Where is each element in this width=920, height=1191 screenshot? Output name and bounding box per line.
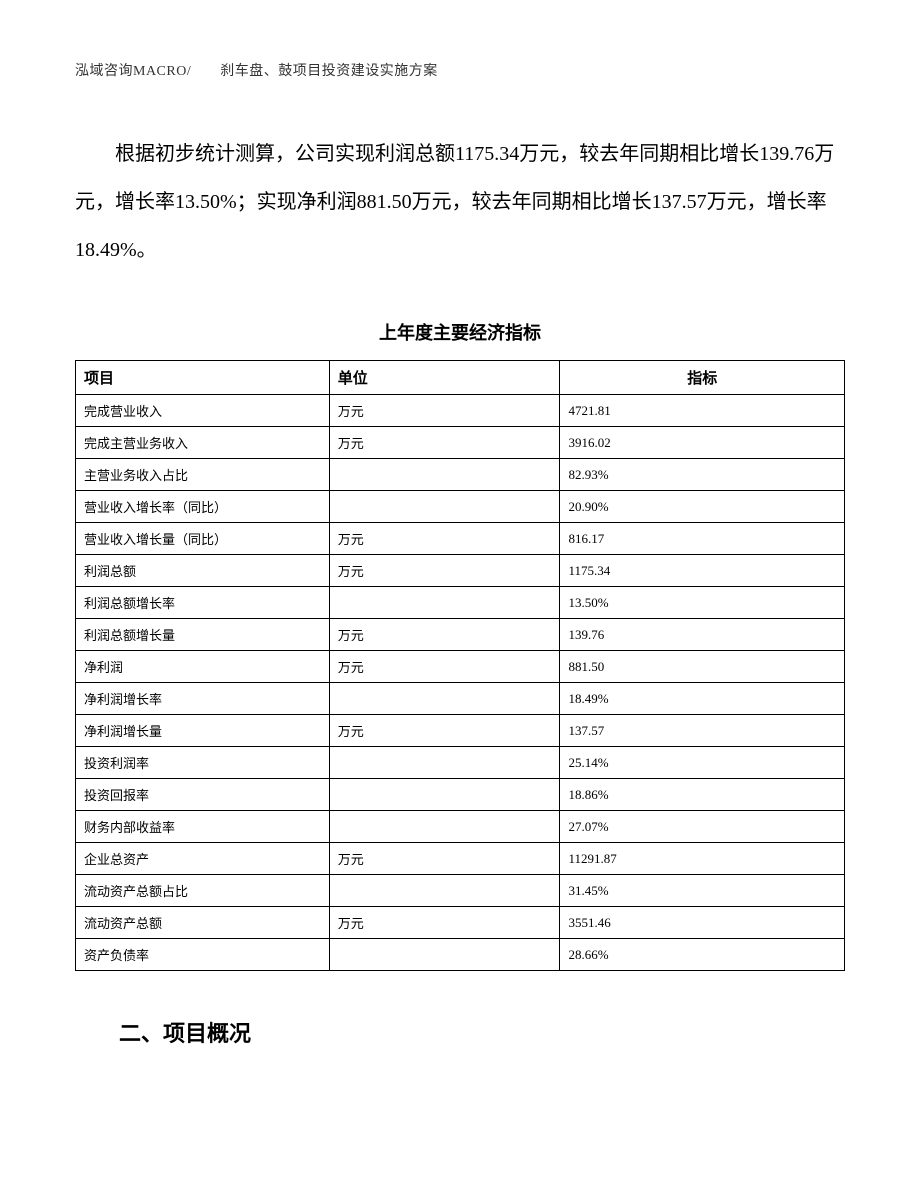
cell-unit: 万元 xyxy=(329,427,560,459)
cell-item: 利润总额增长量 xyxy=(76,619,330,651)
cell-value: 137.57 xyxy=(560,715,845,747)
cell-unit: 万元 xyxy=(329,619,560,651)
cell-value: 4721.81 xyxy=(560,395,845,427)
section-heading: 二、项目概况 xyxy=(75,1016,845,1048)
table-row: 资产负债率 28.66% xyxy=(76,939,845,971)
cell-item: 净利润 xyxy=(76,651,330,683)
cell-unit xyxy=(329,459,560,491)
table-row: 完成营业收入万元4721.81 xyxy=(76,395,845,427)
cell-item: 主营业务收入占比 xyxy=(76,459,330,491)
table-row: 主营业务收入占比 82.93% xyxy=(76,459,845,491)
table-row: 企业总资产万元11291.87 xyxy=(76,843,845,875)
cell-item: 投资回报率 xyxy=(76,779,330,811)
cell-value: 1175.34 xyxy=(560,555,845,587)
cell-item: 净利润增长率 xyxy=(76,683,330,715)
table-row: 投资利润率 25.14% xyxy=(76,747,845,779)
cell-item: 完成营业收入 xyxy=(76,395,330,427)
table-row: 财务内部收益率 27.07% xyxy=(76,811,845,843)
cell-unit: 万元 xyxy=(329,555,560,587)
table-row: 完成主营业务收入万元3916.02 xyxy=(76,427,845,459)
cell-item: 完成主营业务收入 xyxy=(76,427,330,459)
cell-item: 流动资产总额占比 xyxy=(76,875,330,907)
document-header: 泓域咨询MACRO/ 刹车盘、鼓项目投资建设实施方案 xyxy=(75,60,845,80)
cell-unit: 万元 xyxy=(329,715,560,747)
table-header-row: 项目 单位 指标 xyxy=(76,361,845,395)
cell-item: 资产负债率 xyxy=(76,939,330,971)
column-header-unit: 单位 xyxy=(329,361,560,395)
table-row: 营业收入增长量（同比）万元816.17 xyxy=(76,523,845,555)
cell-unit xyxy=(329,875,560,907)
cell-unit: 万元 xyxy=(329,843,560,875)
cell-item: 流动资产总额 xyxy=(76,907,330,939)
cell-value: 18.86% xyxy=(560,779,845,811)
cell-value: 20.90% xyxy=(560,491,845,523)
cell-item: 营业收入增长率（同比） xyxy=(76,491,330,523)
cell-unit xyxy=(329,939,560,971)
table-row: 流动资产总额占比 31.45% xyxy=(76,875,845,907)
cell-value: 18.49% xyxy=(560,683,845,715)
table-title: 上年度主要经济指标 xyxy=(75,319,845,345)
cell-value: 27.07% xyxy=(560,811,845,843)
cell-value: 3916.02 xyxy=(560,427,845,459)
cell-value: 28.66% xyxy=(560,939,845,971)
summary-paragraph: 根据初步统计测算，公司实现利润总额1175.34万元，较去年同期相比增长139.… xyxy=(75,130,845,274)
table-row: 流动资产总额万元3551.46 xyxy=(76,907,845,939)
cell-value: 11291.87 xyxy=(560,843,845,875)
table-row: 净利润增长率 18.49% xyxy=(76,683,845,715)
cell-unit xyxy=(329,811,560,843)
cell-value: 25.14% xyxy=(560,747,845,779)
cell-unit: 万元 xyxy=(329,395,560,427)
cell-item: 投资利润率 xyxy=(76,747,330,779)
cell-item: 利润总额增长率 xyxy=(76,587,330,619)
cell-item: 净利润增长量 xyxy=(76,715,330,747)
cell-item: 企业总资产 xyxy=(76,843,330,875)
cell-item: 利润总额 xyxy=(76,555,330,587)
cell-value: 31.45% xyxy=(560,875,845,907)
cell-item: 财务内部收益率 xyxy=(76,811,330,843)
column-header-item: 项目 xyxy=(76,361,330,395)
table-row: 营业收入增长率（同比） 20.90% xyxy=(76,491,845,523)
cell-value: 82.93% xyxy=(560,459,845,491)
cell-value: 13.50% xyxy=(560,587,845,619)
table-row: 净利润万元881.50 xyxy=(76,651,845,683)
cell-value: 881.50 xyxy=(560,651,845,683)
table-row: 利润总额增长量万元139.76 xyxy=(76,619,845,651)
cell-unit: 万元 xyxy=(329,907,560,939)
cell-value: 139.76 xyxy=(560,619,845,651)
cell-unit xyxy=(329,747,560,779)
cell-unit xyxy=(329,683,560,715)
cell-item: 营业收入增长量（同比） xyxy=(76,523,330,555)
cell-value: 816.17 xyxy=(560,523,845,555)
cell-unit: 万元 xyxy=(329,651,560,683)
cell-unit xyxy=(329,491,560,523)
cell-unit xyxy=(329,779,560,811)
table-row: 净利润增长量万元137.57 xyxy=(76,715,845,747)
economic-indicators-table: 项目 单位 指标 完成营业收入万元4721.81 完成主营业务收入万元3916.… xyxy=(75,360,845,971)
table-row: 投资回报率 18.86% xyxy=(76,779,845,811)
cell-unit: 万元 xyxy=(329,523,560,555)
cell-value: 3551.46 xyxy=(560,907,845,939)
column-header-value: 指标 xyxy=(560,361,845,395)
table-row: 利润总额增长率 13.50% xyxy=(76,587,845,619)
table-row: 利润总额万元1175.34 xyxy=(76,555,845,587)
cell-unit xyxy=(329,587,560,619)
